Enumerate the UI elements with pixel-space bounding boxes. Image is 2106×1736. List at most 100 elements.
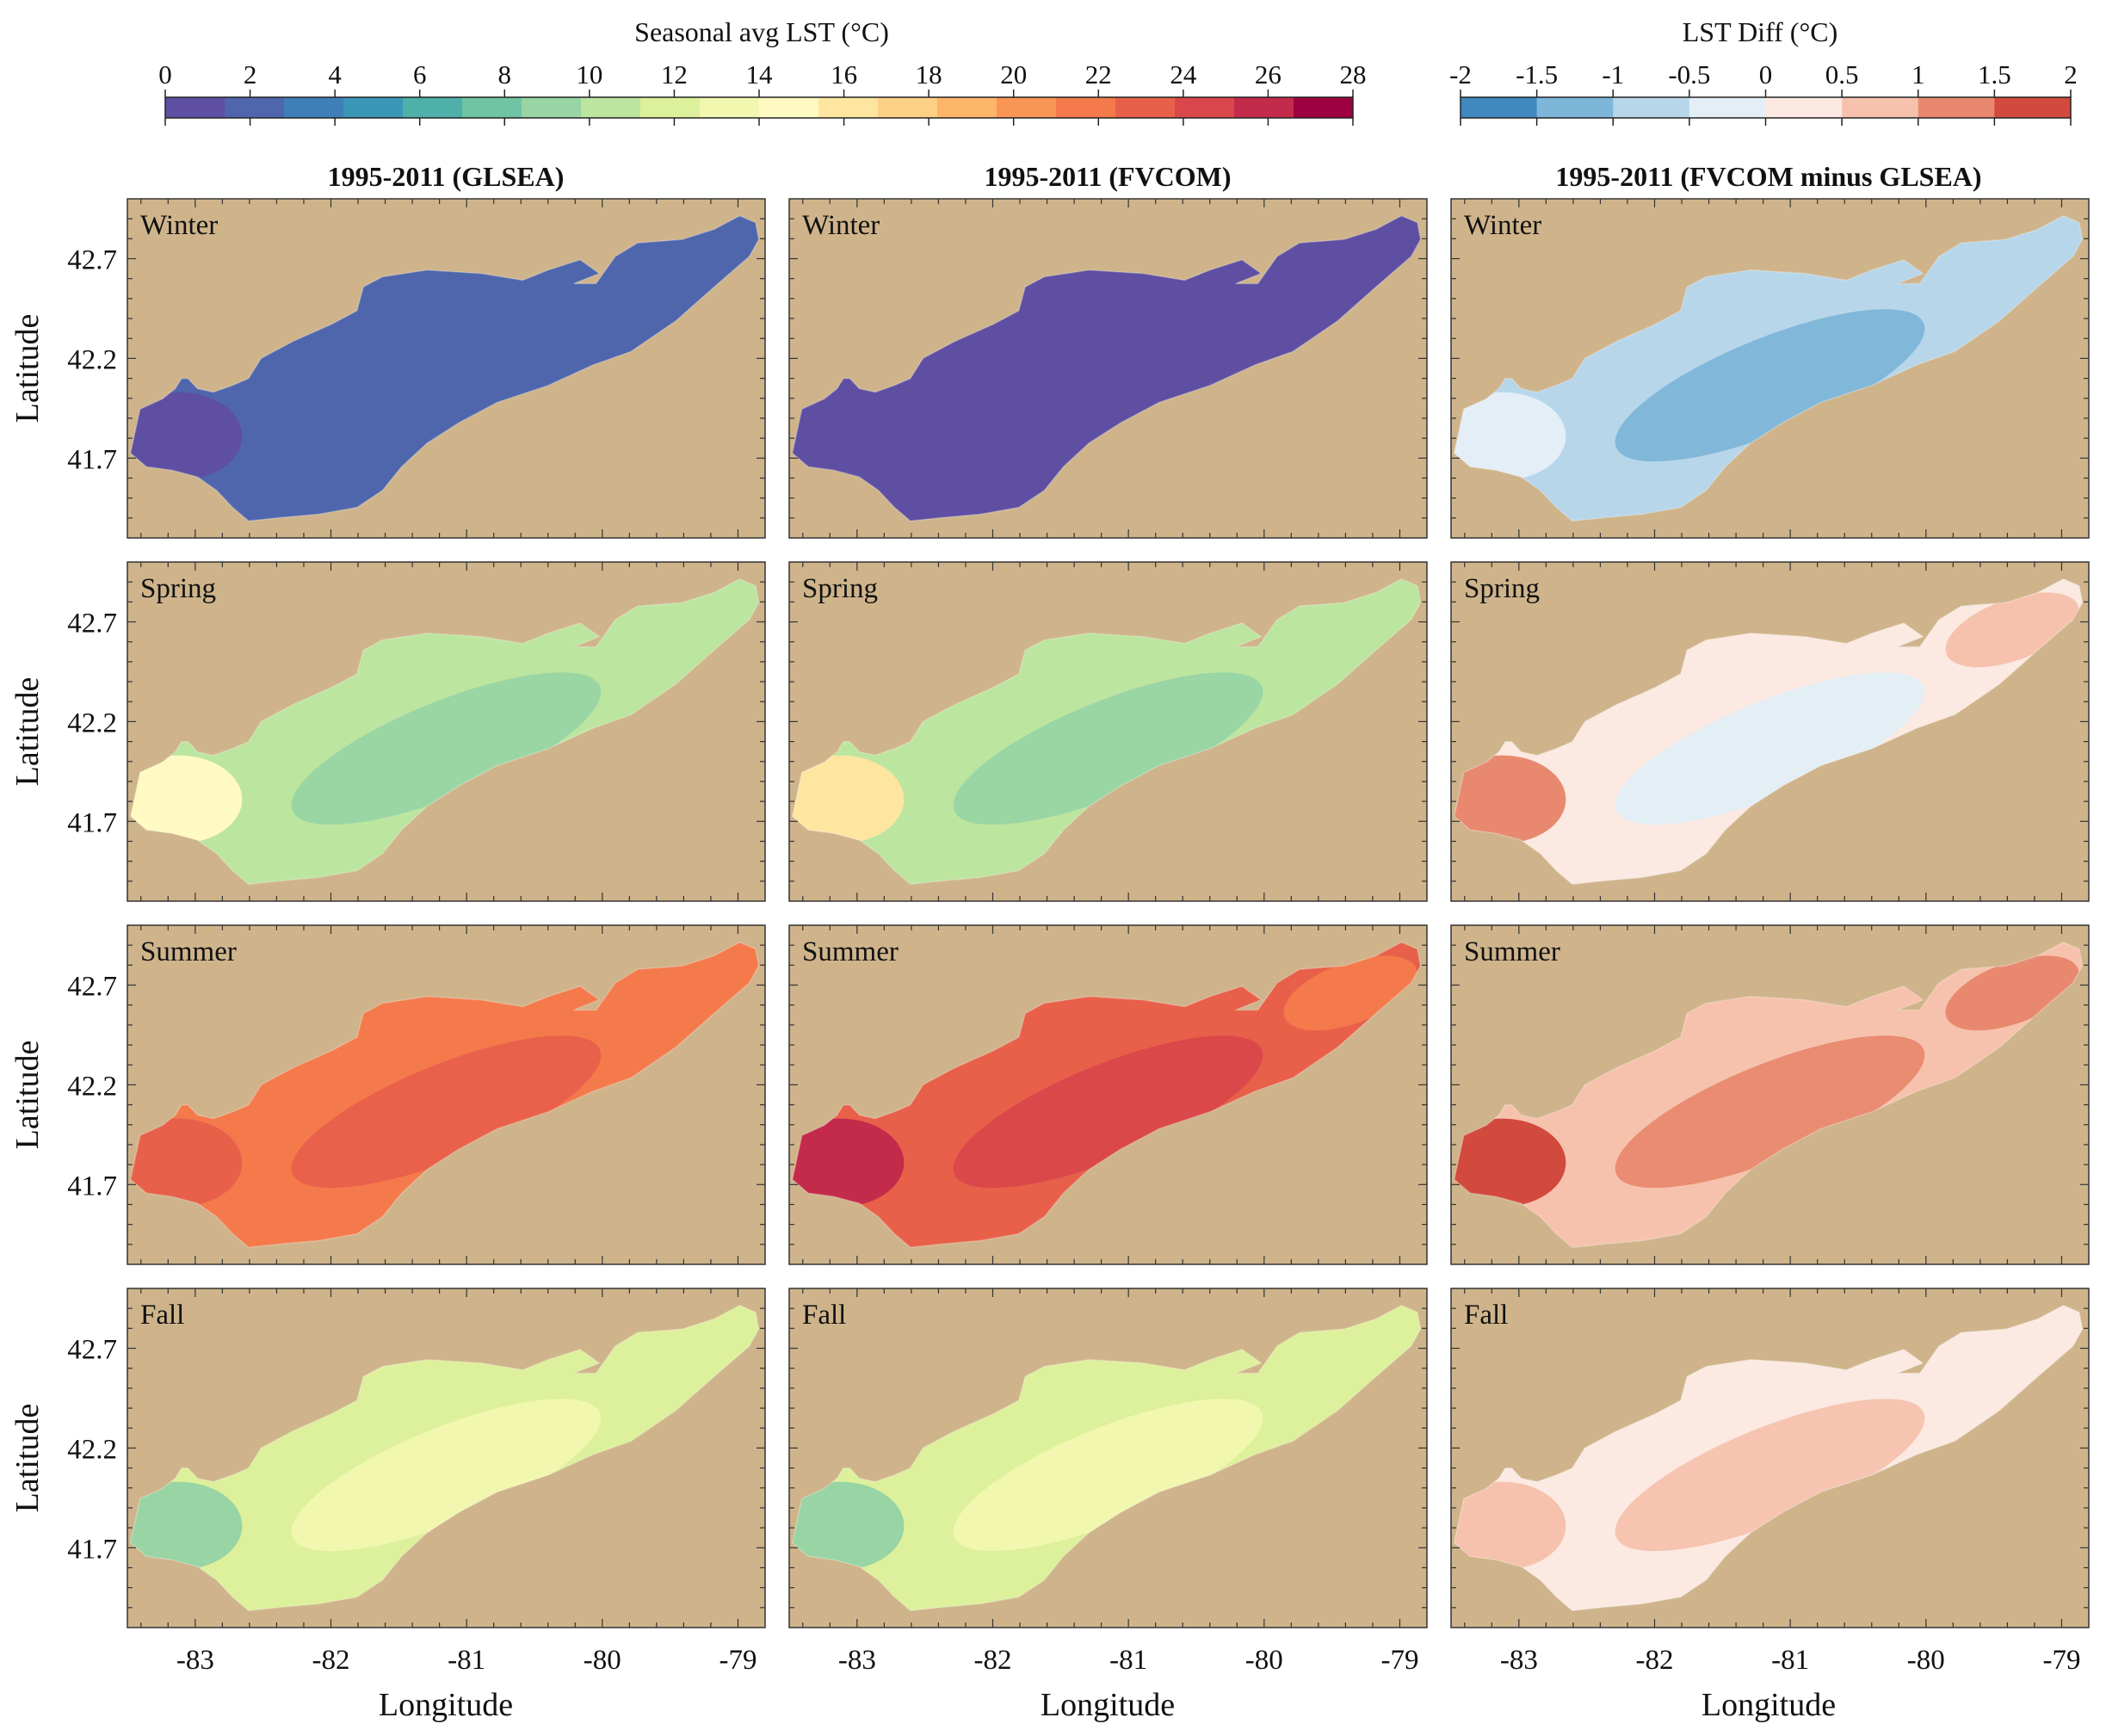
colorbar-diff: LST Diff (°C) -2 -1.5 -1 -0.5 0 0.5 1 1.5 2	[1449, 16, 2078, 126]
x-tick-label: -83	[1500, 1645, 1538, 1676]
lake-outline	[1453, 578, 2084, 886]
y-tick-label: 42.7	[67, 972, 117, 1003]
colorbar-diff-swatch	[1918, 97, 1995, 118]
lake-outline	[791, 214, 1422, 522]
lake-outline	[1453, 1304, 2084, 1612]
colorbar-lst-swatch	[581, 97, 641, 118]
panel-frame	[788, 924, 1428, 1265]
y-tick-label: 42.2	[67, 1434, 117, 1465]
lake-central-contour	[1615, 1035, 1925, 1189]
map-panel: Fall -83 -82 -81 -80 -79	[788, 1288, 1428, 1676]
colorbar-lst-swatch	[759, 97, 819, 118]
colorbar-diff-swatch	[1994, 97, 2072, 118]
season-label: Spring	[802, 573, 878, 604]
colorbar-lst-swatch	[165, 97, 225, 118]
colorbar-lst-swatch	[818, 97, 879, 118]
lake-outline	[1453, 941, 2084, 1249]
colorbar-diff-swatch	[1689, 97, 1766, 118]
lake-west-contour	[1454, 755, 1566, 844]
colorbar-lst-tick-label: 26	[1255, 59, 1282, 90]
x-tick-label: -80	[1245, 1645, 1283, 1676]
lake-west-contour	[792, 392, 905, 481]
x-tick-label: -81	[1771, 1645, 1809, 1676]
x-tick-label: -79	[2042, 1645, 2080, 1676]
season-label: Winter	[1464, 210, 1541, 241]
season-label: Summer	[802, 936, 899, 967]
colorbar-diff-tick-label: -1	[1602, 59, 1624, 90]
lake-west-contour	[130, 1481, 243, 1571]
column-title-fvcom: 1995-2011 (FVCOM)	[984, 161, 1231, 192]
colorbar-lst-tick-label: 6	[413, 59, 427, 90]
colorbar-lst-swatch	[640, 97, 701, 118]
colorbar-lst-swatch	[1115, 97, 1176, 118]
lake-west-contour	[792, 755, 905, 844]
lake-central-contour	[953, 309, 1263, 462]
colorbar-diff-tick-label: 1.5	[1978, 59, 2011, 90]
lake-outline	[129, 941, 760, 1249]
y-tick-label: 42.7	[67, 1335, 117, 1366]
lake-west-contour	[1454, 392, 1566, 481]
y-tick-label: 41.7	[67, 807, 117, 838]
lake-outline	[791, 578, 1422, 886]
colorbar-lst-swatch	[937, 97, 997, 118]
panel-grid: Winter 42.7 42.2 41.7 Winter Winter Spring 42.7…	[67, 198, 2090, 1676]
y-tick-label: 42.7	[67, 609, 117, 639]
colorbar-lst: Seasonal avg LST (°C) 0 2 4 6 8 10 12 14 16 18 20 2…	[158, 16, 1367, 126]
x-tick-label: -80	[584, 1645, 621, 1676]
season-label: Summer	[140, 936, 237, 967]
lake-east-contour	[1283, 955, 1417, 1031]
lake-east-contour	[1283, 229, 1417, 305]
x-tick-label: -79	[719, 1645, 757, 1676]
lake-west-contour	[1454, 1118, 1566, 1208]
column-title-diff: 1995-2011 (FVCOM minus GLSEA)	[1555, 161, 1981, 192]
colorbar-diff-tick-label: -1.5	[1516, 59, 1558, 90]
colorbar-lst-tick-label: 10	[576, 59, 602, 90]
season-label: Winter	[140, 210, 218, 241]
colorbar-lst-swatch	[997, 97, 1057, 118]
xlabel-col-1: Longitude	[379, 1687, 513, 1723]
colorbar-lst-swatch	[284, 97, 344, 118]
colorbar-diff-tick-label: 2	[2064, 59, 2078, 90]
map-panel: Spring	[788, 561, 1428, 902]
panel-frame	[127, 924, 766, 1265]
lake-central-contour	[1615, 309, 1925, 462]
lake-west-contour	[792, 1118, 905, 1208]
colorbar-lst-swatch	[700, 97, 760, 118]
colorbar-lst-swatches	[164, 96, 1354, 119]
lake-outline	[129, 1304, 760, 1612]
lake-outline	[791, 1304, 1422, 1612]
colorbar-lst-swatch	[1056, 97, 1116, 118]
panel-frame	[127, 561, 766, 902]
colorbar-lst-tick-label: 16	[831, 59, 857, 90]
lake-central-contour	[291, 1399, 602, 1552]
lake-west-contour	[1454, 1481, 1566, 1571]
colorbar-diff-tick-label: 0.5	[1825, 59, 1859, 90]
x-tick-label: -80	[1907, 1645, 1945, 1676]
x-tick-label: -82	[1635, 1645, 1673, 1676]
season-label: Winter	[802, 210, 880, 241]
colorbar-lst-swatch	[343, 97, 404, 118]
colorbar-lst-ticks: 0 2 4 6 8 10 12 14 16 18 20 22 24 26 28	[158, 59, 1367, 126]
season-label: Fall	[140, 1300, 184, 1331]
map-panel: Fall 42.7 42.2 41.7 -83 -82 -81 -80 -79	[67, 1288, 766, 1676]
colorbar-lst-frame	[164, 96, 1354, 119]
lake-central-contour	[291, 672, 602, 825]
season-label: Fall	[802, 1300, 846, 1331]
lake-east-contour	[621, 955, 756, 1031]
x-tick-label: -82	[973, 1645, 1011, 1676]
lake-west-contour	[130, 392, 243, 481]
map-panel: Spring 42.7 42.2 41.7	[67, 561, 766, 902]
panel-frame	[127, 1288, 766, 1628]
panel-frame	[1450, 198, 2090, 539]
colorbar-lst-swatch	[1175, 97, 1235, 118]
ylabel-row-3: Latitude	[9, 1041, 46, 1150]
y-tick-label: 41.7	[67, 1171, 117, 1202]
y-tick-label: 42.7	[67, 245, 117, 276]
panel-frame	[788, 561, 1428, 902]
colorbar-diff-swatches	[1460, 96, 2072, 119]
colorbar-diff-title: LST Diff (°C)	[1683, 16, 1838, 47]
colorbar-lst-swatch	[462, 97, 522, 118]
panel-frame	[1450, 924, 2090, 1265]
ylabel-row-4: Latitude	[9, 1404, 46, 1513]
